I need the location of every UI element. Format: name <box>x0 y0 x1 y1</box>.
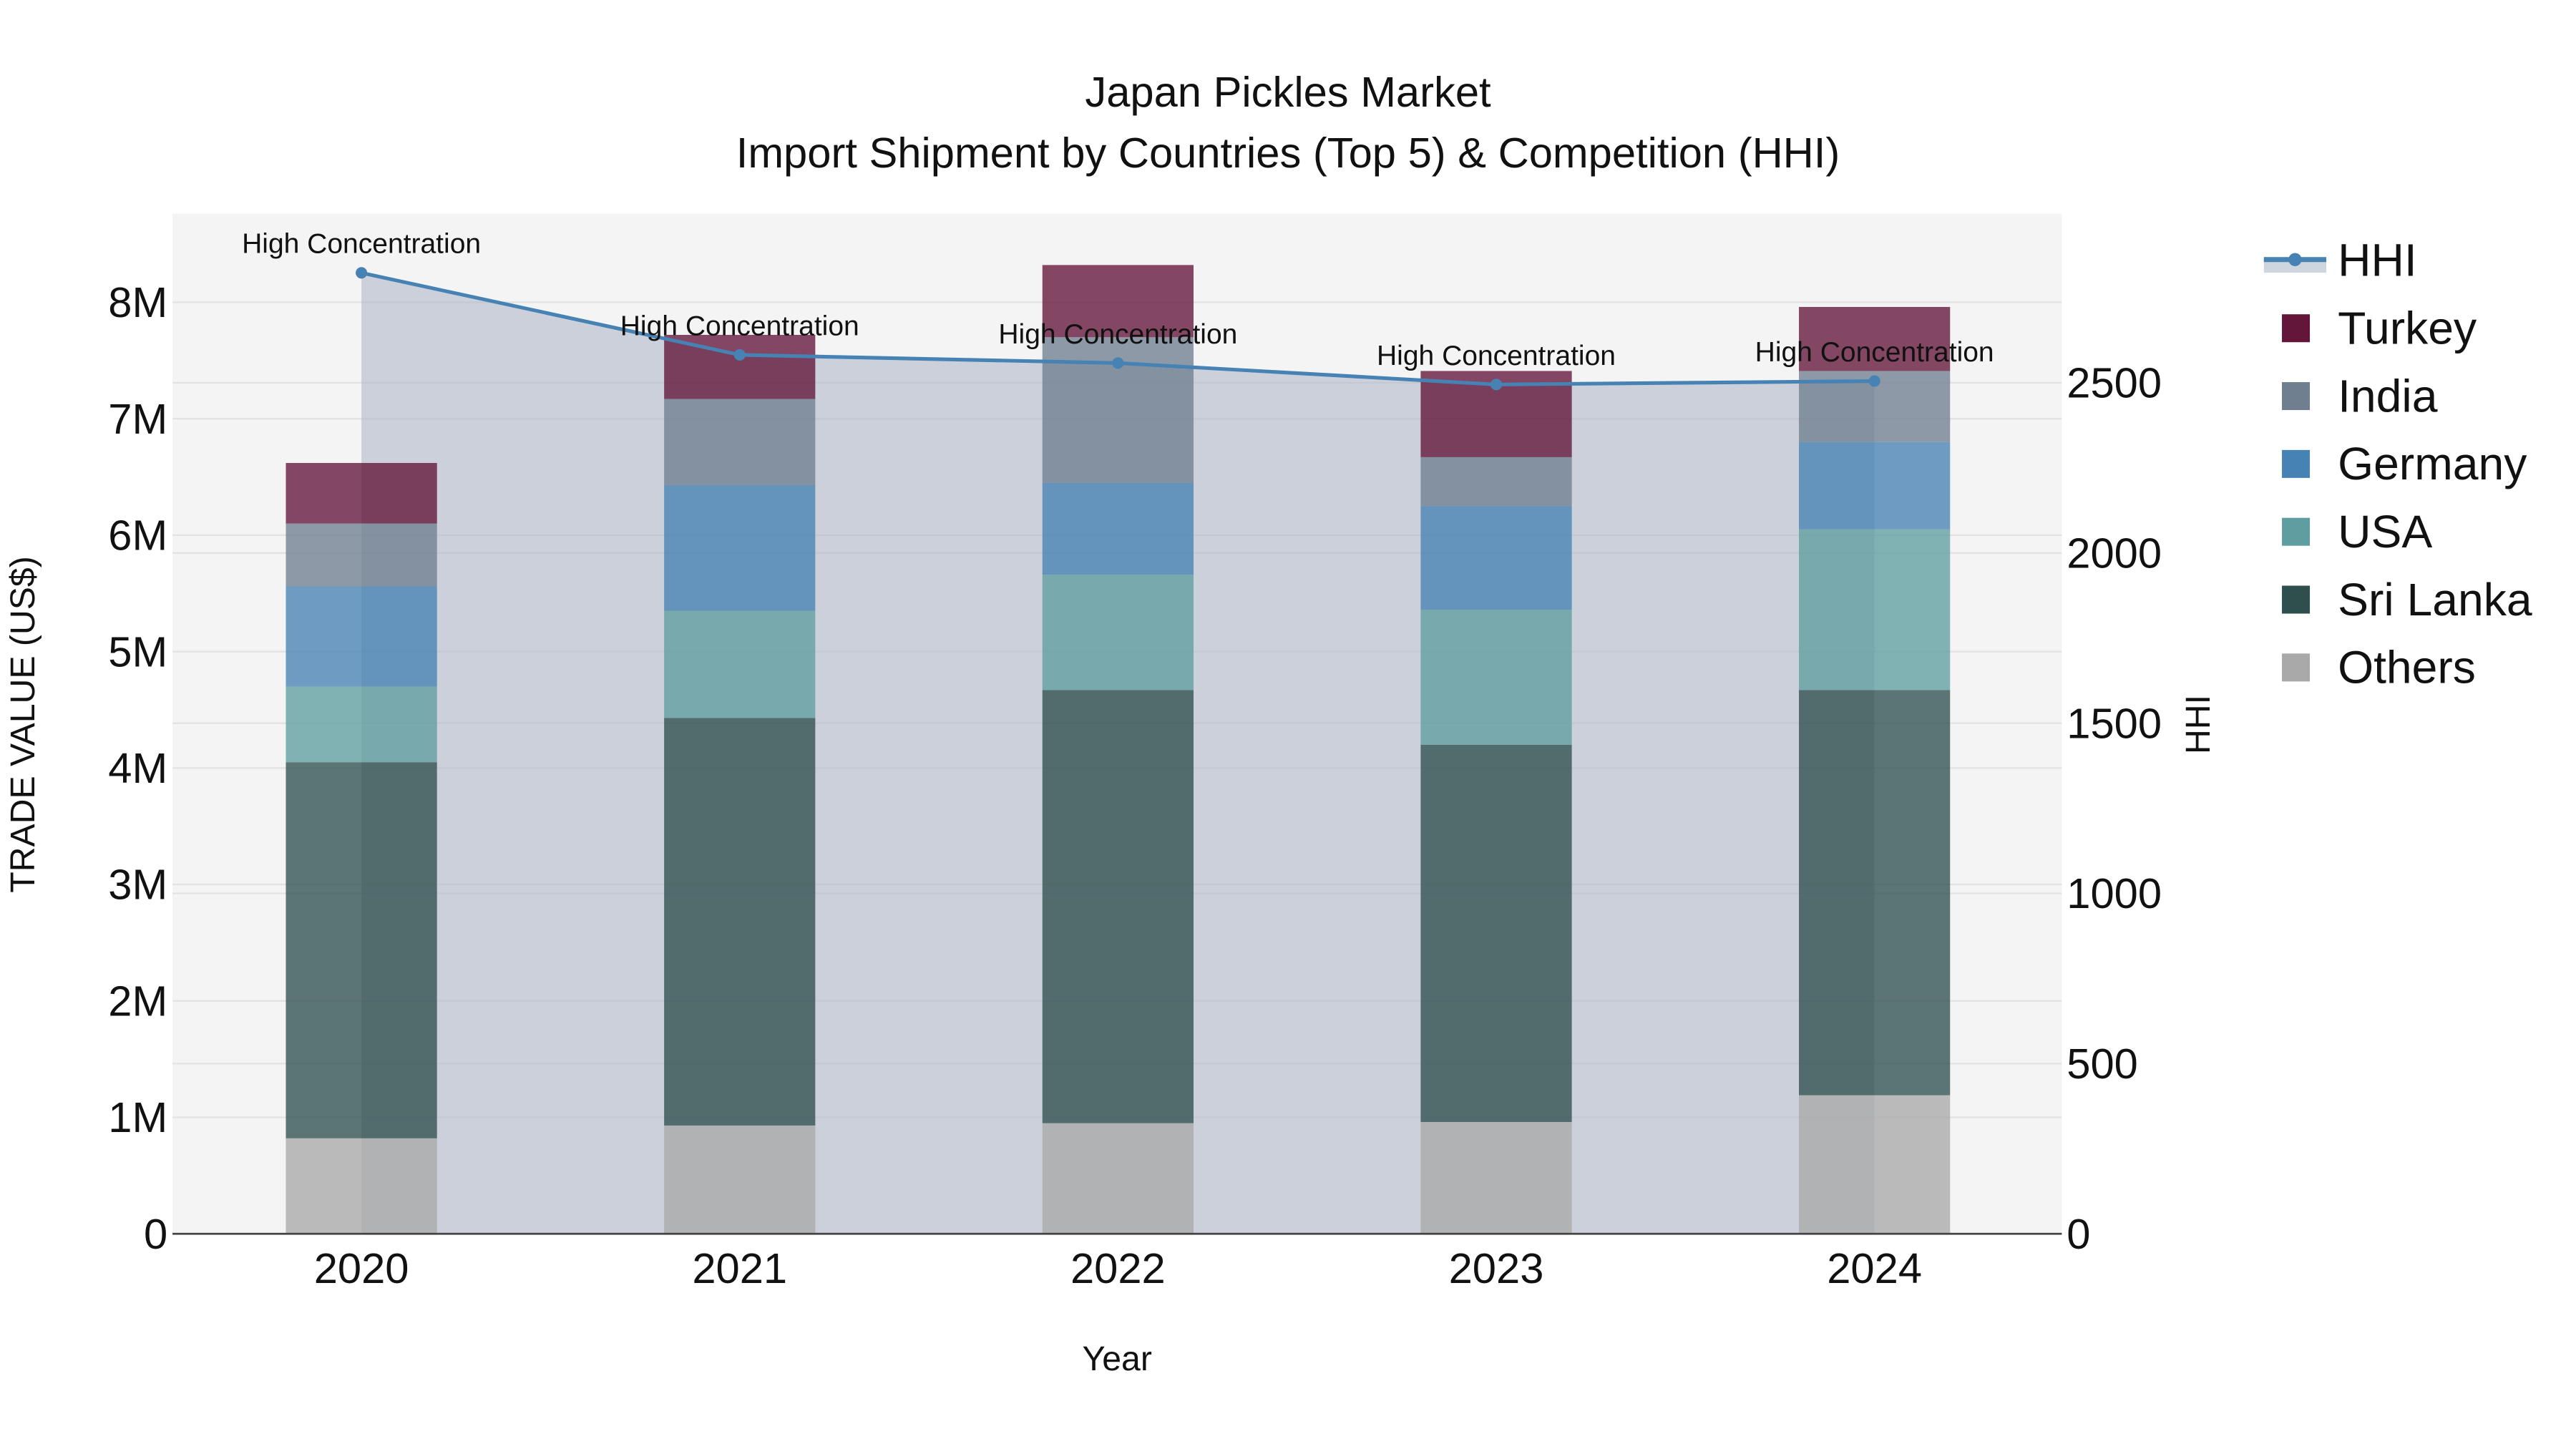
x-axis: 2020 2021 2022 2023 2024 <box>314 1244 1922 1292</box>
bar-stack-2023 <box>1420 371 1572 1234</box>
bar-segment-india <box>286 523 437 587</box>
legend-swatch-icon <box>2282 382 2311 411</box>
legend-swatch-icon <box>2282 585 2311 614</box>
bar-segment-germany <box>1420 506 1572 610</box>
bar-segment-germany <box>1799 441 1951 530</box>
y-right-tick: 1000 <box>2067 869 2162 917</box>
chart-title-line2: Import Shipment by Countries (Top 5) & C… <box>736 129 1840 177</box>
legend-label: HHI <box>2338 235 2417 286</box>
bar-segment-germany <box>1042 482 1194 575</box>
x-tick: 2021 <box>692 1244 787 1292</box>
annotations: High Concentration High Concentration High… <box>242 229 1994 371</box>
x-tick: 2020 <box>314 1244 409 1292</box>
y-right-axis: 0 500 1000 1500 2000 2500 <box>2067 359 2162 1258</box>
legend-label: Sri Lanka <box>2338 574 2532 625</box>
y-left-tick: 5M <box>108 628 167 675</box>
legend-label: Others <box>2338 642 2476 693</box>
bar-segment-sri-lanka <box>664 718 816 1126</box>
legend-item-usa[interactable]: USA <box>2282 506 2432 557</box>
y-left-tick: 0 <box>144 1210 167 1258</box>
hhi-annotation: High Concentration <box>242 229 481 260</box>
bar-segment-turkey <box>1799 306 1951 371</box>
y-right-tick: 500 <box>2067 1040 2138 1088</box>
hhi-annotation: High Concentration <box>1755 337 1994 368</box>
bar-segment-others <box>1420 1122 1572 1234</box>
legend-item-turkey[interactable]: Turkey <box>2282 303 2477 354</box>
bar-segment-usa <box>1042 575 1194 691</box>
y-right-tick: 0 <box>2067 1210 2090 1258</box>
hhi-annotation: High Concentration <box>1377 341 1616 371</box>
bar-segment-usa <box>664 610 816 718</box>
legend-swatch-icon <box>2282 517 2311 546</box>
legend-item-india[interactable]: India <box>2282 370 2438 421</box>
y-left-tick: 8M <box>108 278 167 326</box>
bar-segment-usa <box>286 686 437 763</box>
legend-label: India <box>2338 370 2438 421</box>
bar-segment-others <box>1799 1095 1951 1234</box>
bar-segment-usa <box>1420 610 1572 745</box>
bar-stack-2021 <box>664 335 816 1234</box>
hhi-line <box>356 267 1880 391</box>
bar-segment-others <box>1042 1123 1194 1234</box>
bar-segment-sri-lanka <box>1799 690 1951 1096</box>
x-tick: 2023 <box>1449 1244 1544 1292</box>
bar-segment-turkey <box>286 463 437 524</box>
hhi-marker <box>356 267 368 279</box>
bar-segment-others <box>664 1125 816 1234</box>
hhi-marker <box>733 348 746 361</box>
x-tick: 2022 <box>1070 1244 1166 1292</box>
legend-swatch-icon <box>2282 653 2311 682</box>
y-right-tick: 2500 <box>2067 359 2162 407</box>
legend-swatch-icon <box>2282 449 2311 478</box>
bars <box>286 265 1951 1234</box>
hhi-annotation: High Concentration <box>620 311 859 341</box>
y-right-tick: 2000 <box>2067 529 2162 577</box>
bar-segment-sri-lanka <box>1042 690 1194 1123</box>
y-left-tick: 7M <box>108 395 167 443</box>
bar-stack-2022 <box>1042 265 1194 1234</box>
legend: HHI Turkey India Germany USA Sri Lanka Others <box>2263 235 2532 693</box>
y-left-tick: 1M <box>108 1093 167 1141</box>
bar-segment-usa <box>1799 529 1951 691</box>
y-right-tick: 1500 <box>2067 699 2162 747</box>
bar-segment-sri-lanka <box>286 762 437 1138</box>
hhi-marker <box>1112 357 1124 369</box>
bar-segment-others <box>286 1138 437 1234</box>
y-left-tick: 3M <box>108 861 167 909</box>
legend-item-others[interactable]: Others <box>2282 642 2476 693</box>
bar-stack-2024 <box>1799 306 1951 1234</box>
legend-item-sri-lanka[interactable]: Sri Lanka <box>2282 574 2532 625</box>
legend-label: USA <box>2338 506 2432 557</box>
bar-segment-germany <box>664 484 816 611</box>
bar-segment-india <box>1420 457 1572 507</box>
bar-segment-turkey <box>1042 265 1194 338</box>
hhi-annotation: High Concentration <box>998 319 1237 350</box>
y-left-axis: 0 1M 2M 3M 4M 5M 6M 7M 8M <box>108 278 167 1258</box>
bar-stack-2020 <box>286 463 437 1234</box>
y-left-tick: 2M <box>108 977 167 1025</box>
y-left-axis-title: TRADE VALUE (US$) <box>4 556 42 893</box>
legend-item-hhi[interactable]: HHI <box>2263 235 2417 286</box>
bar-segment-sri-lanka <box>1420 744 1572 1123</box>
y-left-tick: 4M <box>108 744 167 792</box>
bar-segment-india <box>664 399 816 485</box>
y-left-tick: 6M <box>108 512 167 560</box>
legend-label: Turkey <box>2338 303 2477 354</box>
legend-marker-icon <box>2288 253 2302 266</box>
legend-item-germany[interactable]: Germany <box>2282 438 2527 489</box>
legend-swatch-icon <box>2282 314 2311 343</box>
hhi-marker <box>1490 379 1503 391</box>
legend-label: Germany <box>2338 438 2527 489</box>
x-axis-title: Year <box>1083 1340 1152 1378</box>
x-tick: 2024 <box>1827 1244 1922 1292</box>
bar-segment-germany <box>286 586 437 687</box>
y-right-axis-title: HHI <box>2179 695 2218 754</box>
chart-title-line1: Japan Pickles Market <box>1085 68 1491 116</box>
hhi-marker <box>1868 375 1880 387</box>
